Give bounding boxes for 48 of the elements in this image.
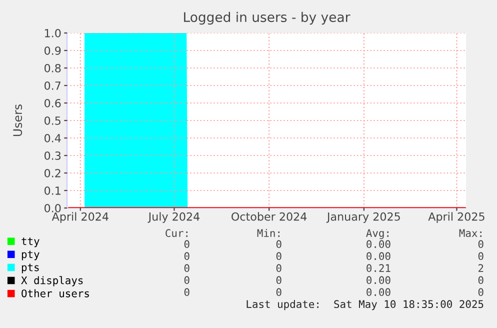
legend-label: pty (22, 250, 40, 260)
x-tick-label: April 2024 (52, 212, 108, 223)
y-tick-label: 0.9 (44, 46, 61, 55)
x-tick-label: January 2025 (326, 212, 400, 223)
text: 0 (184, 240, 190, 248)
y-axis-title: Users (13, 104, 22, 136)
text: 0 (478, 252, 484, 260)
text: 0 (276, 240, 282, 248)
legend-label: pts (22, 264, 39, 274)
text: Avg: (366, 229, 388, 240)
chart-title: Logged in users - by year (184, 12, 350, 25)
text: 0.00 (366, 288, 390, 296)
text: 0 (478, 288, 484, 296)
text: 0 (184, 276, 190, 284)
y-tick-label: 0.1 (44, 186, 60, 195)
text: 0 (276, 252, 282, 260)
legend-label: Other users (22, 289, 89, 298)
y-tick-label: 0.4 (44, 134, 61, 142)
text: Cur: (166, 229, 188, 238)
text: 0 (276, 276, 282, 284)
text: 0 (478, 276, 484, 284)
legend-label: X displays (21, 276, 83, 286)
y-tick-label: 0.2 (44, 168, 60, 178)
text: 0 (276, 264, 282, 272)
text: 0.21 (366, 264, 390, 272)
legend-label: tty (22, 238, 40, 248)
y-tick-label: 0.3 (44, 151, 61, 160)
text: 0 (276, 288, 282, 296)
text: Last update: Sat May 10 18:35:00 2025 (246, 300, 484, 310)
y-tick-label: 0.5 (44, 116, 60, 125)
text: Min: (257, 228, 280, 237)
text: 0.00 (366, 276, 390, 284)
text: 0 (184, 264, 190, 272)
text: 2 (478, 264, 484, 272)
text: 0 (184, 252, 190, 260)
x-tick-label: October 2024 (232, 212, 307, 221)
y-tick-label: 0.8 (44, 64, 61, 72)
x-tick-label: July 2024 (148, 212, 200, 223)
y-tick-label: 0.7 (44, 81, 60, 90)
text: 0.00 (366, 252, 390, 260)
y-tick-label: 1.0 (44, 28, 61, 38)
x-tick-label: April 2025 (428, 212, 484, 223)
text: Max: (459, 229, 482, 238)
text: 0 (184, 288, 190, 296)
text: 0 (478, 240, 484, 248)
y-tick-label: 0.0 (44, 204, 61, 212)
y-tick-label: 0.6 (44, 98, 61, 108)
text: 0.00 (366, 240, 390, 248)
